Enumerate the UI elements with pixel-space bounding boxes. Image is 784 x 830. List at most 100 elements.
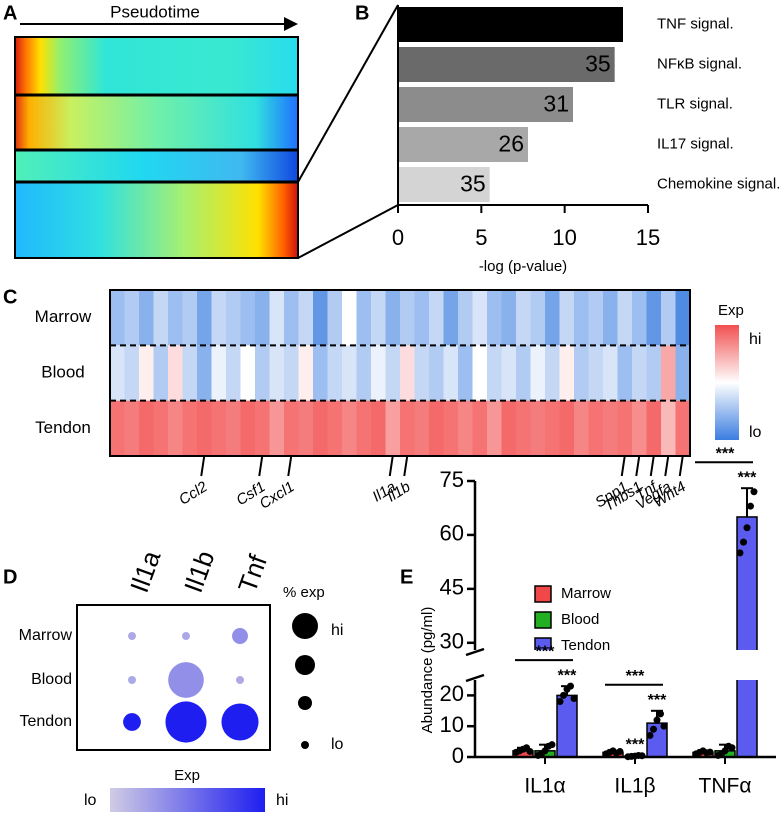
heatmap-cell	[284, 400, 299, 456]
heatmap-cell	[501, 290, 517, 346]
colorbar-label: hi	[749, 331, 761, 348]
heatmap-cell	[516, 345, 531, 401]
heatmap-cell	[313, 290, 328, 346]
colorbar-label: lo	[84, 792, 97, 809]
heatmap-cell	[574, 400, 589, 456]
heatmap-cell	[646, 400, 662, 456]
heatmap-cell	[661, 345, 676, 401]
legend-swatch	[534, 585, 552, 603]
heatmap-cell	[400, 400, 415, 456]
heatmap-cell	[675, 400, 691, 456]
heatmap-cell	[574, 345, 589, 401]
heatmap-cell	[153, 345, 169, 401]
heatmap-cell	[168, 345, 183, 401]
heatmap-cell	[588, 290, 604, 346]
heatmap-cell	[342, 290, 357, 346]
heatmap-cell	[284, 290, 299, 346]
y-tick-label: 30	[440, 629, 464, 654]
gene-leader	[388, 455, 394, 477]
category-label: NFκB signal.	[657, 55, 742, 72]
heatmap-cell	[603, 290, 618, 346]
heatmap-cell	[458, 345, 473, 401]
data-point	[560, 691, 567, 699]
heatmap-cell	[371, 345, 386, 401]
heatmap-cell	[182, 345, 198, 401]
break-mark	[465, 673, 485, 683]
heatmap-cell	[211, 400, 227, 456]
gene-label: Cxcl1	[257, 478, 298, 512]
heatmap-block	[15, 182, 298, 258]
heatmap-cell	[501, 345, 517, 401]
data-point	[660, 722, 668, 730]
data-point	[616, 747, 624, 755]
row-label: Blood	[41, 362, 84, 381]
heatmap-cell	[530, 290, 546, 346]
heatmap-cell	[646, 345, 662, 401]
heatmap-cell	[443, 400, 459, 456]
size-legend-title: % exp	[283, 584, 325, 601]
heatmap-cell	[298, 290, 314, 346]
heatmap-cell	[487, 290, 502, 346]
heatmap-cell	[124, 400, 140, 456]
dot	[128, 632, 136, 640]
legend-label: Blood	[561, 611, 599, 628]
heatmap-border	[109, 289, 691, 457]
panel-letter: D	[3, 566, 17, 588]
bar	[398, 167, 490, 202]
heatmap-cell	[661, 290, 676, 346]
gene-leader	[664, 455, 670, 477]
heatmap-cell	[603, 400, 618, 456]
heatmap-cell	[298, 400, 314, 456]
category-label: TNF signal.	[657, 15, 734, 32]
heatmap-cell	[110, 290, 125, 346]
heatmap-cell	[632, 290, 647, 346]
y-tick-label: 45	[440, 575, 464, 600]
data-point	[567, 682, 574, 690]
heatmap-cell	[226, 290, 241, 346]
heatmap-block	[15, 95, 298, 150]
dot	[128, 676, 136, 684]
panel-letter: B	[355, 2, 369, 24]
heatmap-cell	[240, 345, 256, 401]
panel-letter: A	[3, 2, 17, 24]
heatmap-cell	[342, 345, 357, 401]
heatmap-cell	[385, 400, 401, 456]
size-legend-dot	[298, 696, 312, 710]
significance: ***	[648, 692, 667, 709]
data-point	[740, 538, 747, 546]
gene-leader	[635, 455, 641, 477]
legend-label: Marrow	[561, 585, 611, 602]
heatmap-cell	[472, 290, 488, 346]
heatmap-cell	[458, 400, 473, 456]
gene-leader	[287, 455, 293, 477]
data-point	[548, 741, 556, 749]
panel-letter: E	[400, 566, 413, 588]
heatmap-cell	[110, 400, 125, 456]
significance: ***	[626, 668, 645, 685]
colorbar	[110, 788, 265, 812]
bar	[398, 47, 615, 82]
dotplot-border	[76, 604, 271, 751]
heatmap-cell	[110, 345, 125, 401]
heatmap-cell	[675, 290, 691, 346]
heatmap-cell	[574, 290, 589, 346]
heatmap-cell	[226, 400, 241, 456]
bar-count-label: 31	[543, 91, 569, 117]
data-point	[747, 502, 754, 510]
heatmap-cell	[443, 290, 459, 346]
x-tick-label: 5	[475, 225, 487, 250]
heatmap-cell	[327, 290, 343, 346]
heatmap-cell	[139, 290, 154, 346]
heatmap-cell	[501, 400, 517, 456]
size-legend-label: hi	[331, 622, 343, 639]
heatmap-cell	[472, 345, 488, 401]
heatmap-cell	[153, 400, 169, 456]
heatmap-cell	[429, 400, 444, 456]
heatmap-cell	[124, 345, 140, 401]
row-label: Tendon	[20, 713, 73, 730]
heatmap-cell	[371, 290, 386, 346]
legend-swatch	[534, 611, 552, 629]
heatmap-cell	[646, 290, 662, 346]
significance: ***	[738, 469, 757, 486]
